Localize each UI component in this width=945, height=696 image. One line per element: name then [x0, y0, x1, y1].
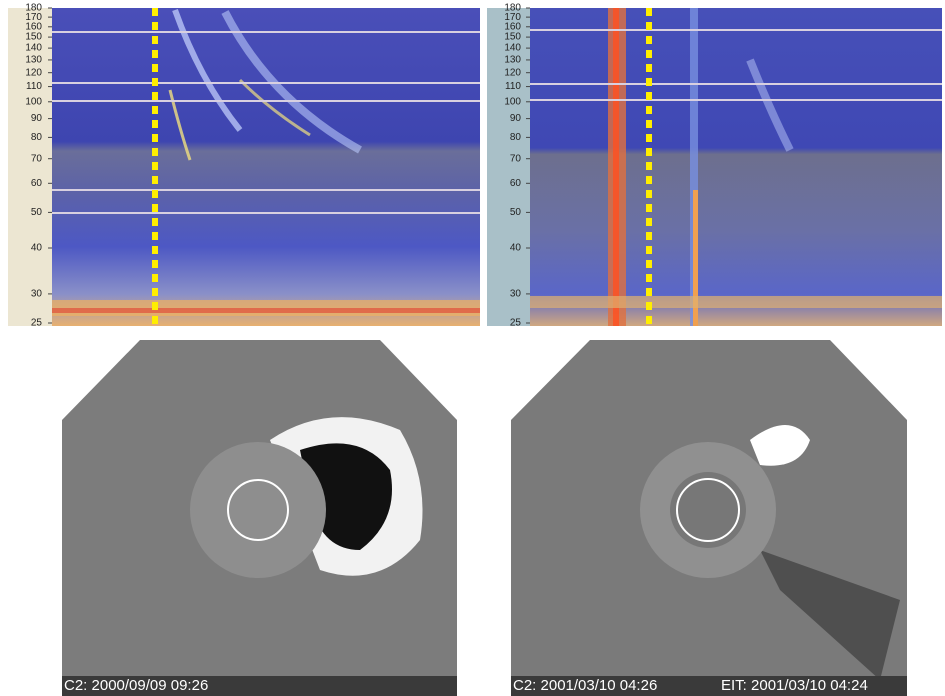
- y-tick-label: 150: [25, 32, 42, 43]
- y-tick-label: 110: [505, 81, 521, 92]
- y-tick-label: 60: [31, 178, 43, 189]
- y-tick-label: 100: [504, 96, 521, 107]
- y-tick-label: 25: [510, 318, 522, 329]
- y-tick-label: 25: [31, 318, 43, 329]
- y-tick-label: 50: [510, 207, 522, 218]
- y-tick-label: 110: [26, 81, 42, 92]
- coronagraph-image: [62, 340, 457, 696]
- y-tick-label: 120: [504, 67, 521, 78]
- y-tick-label: 80: [510, 132, 522, 143]
- y-tick-label: 90: [31, 113, 43, 124]
- y-tick-label: 40: [510, 243, 522, 254]
- y-tick-label: 90: [510, 113, 522, 124]
- y-tick-label: 130: [504, 55, 521, 66]
- y-tick-label: 130: [25, 55, 42, 66]
- figure: C2: 2000/09/09 09:26 C2: 2001/03/10 04:2…: [0, 0, 945, 696]
- image-caption: C2: 2001/03/10 04:26: [513, 677, 657, 694]
- spectrogram: [52, 8, 480, 326]
- y-tick-label: 50: [31, 207, 43, 218]
- y-tick-label: 40: [31, 243, 43, 254]
- y-tick-label: 120: [25, 67, 42, 78]
- y-tick-label: 140: [504, 43, 521, 54]
- y-tick-label: 100: [25, 96, 42, 107]
- y-tick-label: 70: [31, 153, 43, 164]
- y-tick-label: 140: [25, 43, 42, 54]
- page: C2: 2000/09/09 09:26 C2: 2001/03/10 04:2…: [0, 0, 945, 696]
- y-tick-label: 150: [504, 32, 521, 43]
- y-tick-label: 30: [510, 289, 522, 300]
- image-caption: C2: 2000/09/09 09:26: [64, 677, 208, 694]
- y-tick-label: 60: [510, 178, 522, 189]
- y-tick-label: 70: [510, 153, 522, 164]
- image-caption: EIT: 2001/03/10 04:24: [721, 677, 868, 694]
- y-tick-label: 30: [31, 289, 43, 300]
- spectrogram: [530, 8, 942, 326]
- y-tick-label: 80: [31, 132, 43, 143]
- coronagraph-image: [511, 340, 907, 696]
